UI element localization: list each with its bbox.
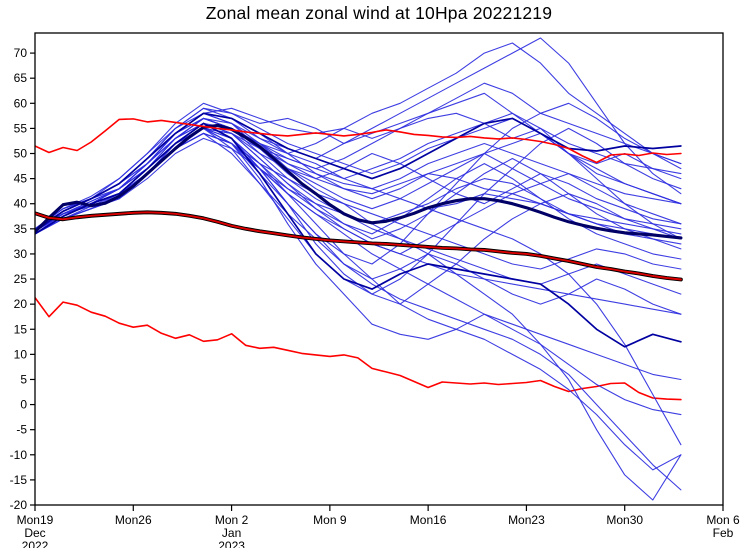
y-tick-label: 65 — [14, 71, 28, 85]
x-tick-label: Mon23 — [508, 513, 545, 527]
chart-frame — [34, 32, 724, 506]
series-lower-percentile — [35, 296, 682, 401]
chart-title: Zonal mean zonal wind at 10Hpa 20221219 — [205, 3, 553, 23]
y-tick-label: 35 — [14, 222, 28, 236]
plot-area — [35, 37, 683, 501]
y-tick-label: 70 — [14, 46, 28, 60]
y-tick-label: -5 — [16, 423, 27, 437]
x-tick-label: Mon16 — [410, 513, 447, 527]
x-tick-label: Mon26 — [115, 513, 152, 527]
y-tick-label: 30 — [14, 247, 28, 261]
ensemble-member-line — [35, 132, 682, 270]
x-tick-year-label: 2023 — [218, 539, 245, 548]
x-tick-label: Mon 6 — [706, 513, 740, 527]
x-tick-label: Mon19 — [17, 513, 54, 527]
x-tick-sublabel: Feb — [713, 526, 734, 540]
y-tick-label: 60 — [14, 96, 28, 110]
y-tick-label: -15 — [10, 473, 28, 487]
y-tick-label: 40 — [14, 197, 28, 211]
x-tick-year-label: 2022 — [22, 539, 49, 548]
y-tick-label: 20 — [14, 297, 28, 311]
x-tick-label: Mon30 — [606, 513, 643, 527]
y-tick-label: 10 — [14, 347, 28, 361]
ensemble-member-line — [35, 117, 682, 295]
y-tick-label: -20 — [10, 498, 28, 512]
ensemble-member-line — [35, 117, 682, 446]
y-tick-label: 0 — [20, 398, 27, 412]
ensemble-member-line — [35, 107, 682, 230]
series-climatology-edge — [35, 210, 683, 282]
series-control-low — [35, 122, 682, 348]
x-tick-sublabel: Dec — [24, 526, 45, 540]
y-tick-label: 55 — [14, 121, 28, 135]
series-control-high — [35, 112, 682, 233]
y-tick-label: 50 — [14, 147, 28, 161]
x-tick-label: Mon 2 — [215, 513, 249, 527]
x-tick-label: Mon 9 — [313, 513, 347, 527]
x-tick-sublabel: Jan — [222, 526, 241, 540]
y-tick-label: -10 — [10, 448, 28, 462]
y-tick-label: 15 — [14, 322, 28, 336]
series-climatology — [35, 211, 682, 281]
y-tick-label: 45 — [14, 172, 28, 186]
series-ensemble-mean — [35, 123, 683, 240]
y-tick-label: 5 — [20, 372, 27, 386]
ensemble-member-line — [35, 112, 682, 230]
series-upper-percentile — [35, 118, 682, 164]
y-tick-label: 25 — [14, 272, 28, 286]
